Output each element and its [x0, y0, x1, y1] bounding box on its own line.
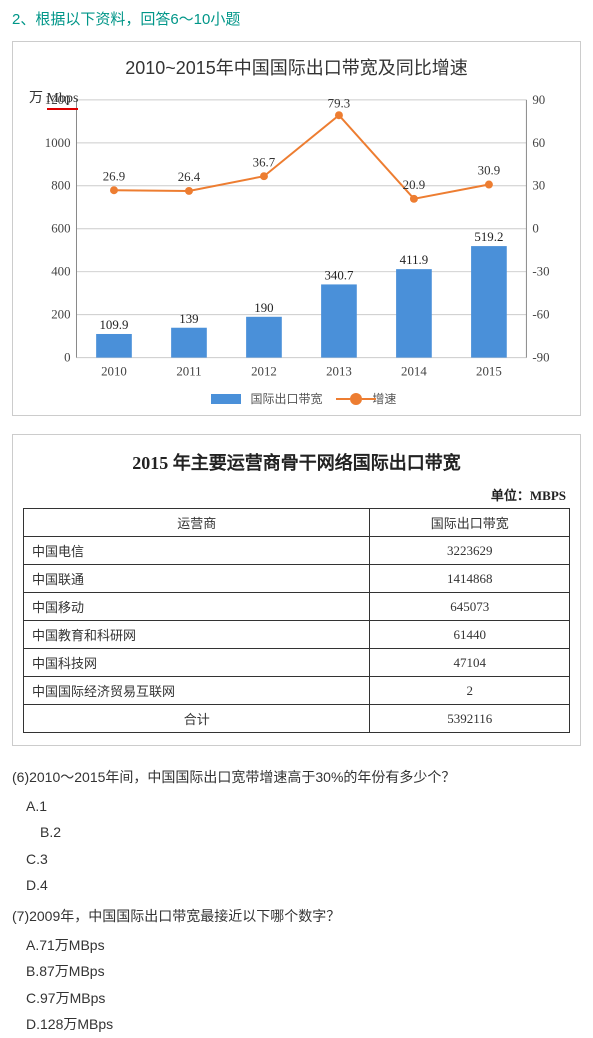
svg-text:190: 190 — [254, 301, 273, 315]
cell-operator: 中国国际经济贸易互联网 — [24, 677, 370, 705]
svg-text:-90: -90 — [532, 351, 549, 365]
svg-text:26.9: 26.9 — [103, 169, 126, 183]
svg-text:30: 30 — [532, 179, 545, 193]
svg-text:600: 600 — [51, 222, 70, 236]
answer-option: A.71万MBps — [26, 932, 581, 959]
cell-value: 61440 — [370, 621, 570, 649]
answer-option: B.2 — [40, 819, 581, 846]
svg-text:36.7: 36.7 — [253, 155, 276, 169]
svg-text:1000: 1000 — [45, 136, 71, 150]
cell-value: 2 — [370, 677, 570, 705]
chart-legend: 国际出口带宽 增速 — [19, 387, 574, 411]
cell-total-label: 合计 — [24, 705, 370, 733]
svg-text:519.2: 519.2 — [474, 230, 503, 244]
legend-line-swatch — [350, 393, 362, 405]
table-title: 2015 年主要运营商骨干网络国际出口带宽 — [23, 443, 570, 485]
table-row: 中国国际经济贸易互联网2 — [24, 677, 570, 705]
answer-option: B.87万MBps — [26, 958, 581, 985]
svg-text:800: 800 — [51, 179, 70, 193]
cell-value: 645073 — [370, 593, 570, 621]
answer-option: C.97万MBps — [26, 985, 581, 1012]
col-bandwidth: 国际出口带宽 — [370, 509, 570, 537]
table-row: 中国移动645073 — [24, 593, 570, 621]
svg-text:2014: 2014 — [401, 364, 427, 378]
chart-title: 2010~2015年中国国际出口带宽及同比增速 — [19, 48, 574, 90]
question-6: (6)2010～2015年间，中国国际出口宽带增速高于30%的年份有多少个？ — [12, 764, 581, 791]
table-row: 中国联通1414868 — [24, 565, 570, 593]
legend-bar-swatch — [211, 394, 241, 404]
svg-text:26.4: 26.4 — [178, 170, 201, 184]
table-row: 中国科技网47104 — [24, 649, 570, 677]
svg-text:30.9: 30.9 — [478, 164, 501, 178]
svg-text:-30: -30 — [532, 265, 549, 279]
svg-text:2011: 2011 — [176, 364, 201, 378]
table-row: 中国电信3223629 — [24, 537, 570, 565]
cell-value: 3223629 — [370, 537, 570, 565]
cell-operator: 中国移动 — [24, 593, 370, 621]
svg-text:2015: 2015 — [476, 364, 502, 378]
table-container: 2015 年主要运营商骨干网络国际出口带宽 单位：MBPS 运营商 国际出口带宽… — [12, 434, 581, 746]
data-table: 运营商 国际出口带宽 中国电信3223629中国联通1414868中国移动645… — [23, 508, 570, 733]
svg-text:109.9: 109.9 — [99, 318, 128, 332]
legend-bar-label: 国际出口带宽 — [251, 392, 323, 406]
question-header: 2、根据以下资料，回答6～10小题 — [0, 0, 593, 37]
chart-container: 2010~2015年中国国际出口带宽及同比增速 0200400600800100… — [12, 41, 581, 416]
chart-svg: 020040060080010001200-90-60-300306090201… — [19, 90, 574, 387]
table-unit: 单位：MBPS — [23, 485, 570, 508]
svg-text:2012: 2012 — [251, 364, 277, 378]
cell-value: 1414868 — [370, 565, 570, 593]
svg-text:-60: -60 — [532, 308, 549, 322]
col-operator: 运营商 — [24, 509, 370, 537]
svg-text:60: 60 — [532, 136, 545, 150]
cell-value: 47104 — [370, 649, 570, 677]
answer-option: D.128万MBps — [26, 1011, 581, 1038]
svg-text:411.9: 411.9 — [400, 253, 429, 267]
cell-operator: 中国电信 — [24, 537, 370, 565]
answer-option: A.1 — [26, 793, 581, 820]
table-row: 中国教育和科研网61440 — [24, 621, 570, 649]
svg-text:200: 200 — [51, 308, 70, 322]
svg-text:139: 139 — [179, 312, 198, 326]
svg-text:2013: 2013 — [326, 364, 352, 378]
svg-text:400: 400 — [51, 265, 70, 279]
svg-text:2010: 2010 — [101, 364, 127, 378]
svg-text:340.7: 340.7 — [324, 268, 354, 282]
svg-text:0: 0 — [532, 222, 538, 236]
answer-option: C.3 — [26, 846, 581, 873]
table-total-row: 合计5392116 — [24, 705, 570, 733]
svg-text:90: 90 — [532, 93, 545, 107]
answer-option: D.4 — [26, 872, 581, 899]
cell-total-value: 5392116 — [370, 705, 570, 733]
cell-operator: 中国教育和科研网 — [24, 621, 370, 649]
svg-text:20.9: 20.9 — [403, 178, 426, 192]
question-7: (7)2009年，中国国际出口带宽最接近以下哪个数字？ — [12, 903, 581, 930]
svg-text:79.3: 79.3 — [328, 96, 351, 110]
cell-operator: 中国科技网 — [24, 649, 370, 677]
svg-text:0: 0 — [64, 351, 70, 365]
cell-operator: 中国联通 — [24, 565, 370, 593]
